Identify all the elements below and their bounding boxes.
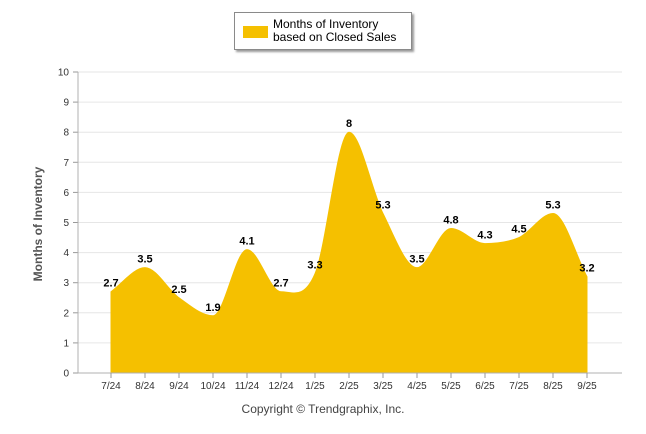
x-tick-label: 11/24 [235,381,260,392]
y-tick-label: 3 [63,278,69,289]
data-label: 3.5 [409,254,424,266]
data-label: 5.3 [545,199,560,211]
data-label: 5.3 [375,199,390,211]
data-labels: 2.7 3.5 2.5 1.9 4.1 2.7 3.3 8 5.3 3.5 4.8 4.3 4.5 5.3… [103,118,594,314]
x-tick-label: 10/24 [200,381,225,392]
copyright-credit: Copyright © Trendgraphix, Inc. [241,402,405,416]
data-label: 4.5 [511,224,526,236]
x-axis: 7/24 8/24 9/24 10/24 11/24 12/24 1/25 2/25 3/25 4… [78,372,622,392]
data-label: 3.3 [307,260,322,272]
x-tick-label: 9/25 [577,381,597,392]
y-axis-title: Months of Inventory [31,166,45,281]
area-series [110,131,588,374]
y-tick-label: 5 [63,218,69,229]
data-label: 1.9 [205,302,220,314]
data-label: 2.5 [171,284,186,296]
legend: Months of Inventory based on Closed Sale… [234,12,412,50]
y-tick-label: 7 [63,158,69,169]
x-tick-label: 2/25 [339,381,359,392]
x-tick-label: 8/25 [543,381,563,392]
y-tick-label: 10 [58,68,70,79]
y-tick-label: 8 [63,128,69,139]
y-axis: 0 1 2 3 4 5 6 7 8 9 10 [58,68,79,380]
data-label: 4.1 [239,236,254,248]
y-tick-label: 6 [63,188,69,199]
x-tick-label: 7/25 [509,381,529,392]
y-tick-label: 0 [63,369,69,380]
y-tick-label: 4 [63,248,69,259]
legend-swatch [243,26,268,38]
x-tick-label: 6/25 [475,381,495,392]
x-tick-label: 12/24 [268,381,293,392]
data-label: 3.2 [579,263,594,275]
data-label: 3.5 [137,254,152,266]
data-label: 2.7 [273,278,288,290]
x-tick-label: 8/24 [135,381,155,392]
x-tick-label: 1/25 [305,381,325,392]
x-tick-label: 3/25 [373,381,393,392]
x-tick-label: 7/24 [101,381,121,392]
area-fill [110,131,588,374]
data-label: 2.7 [103,278,118,290]
data-label: 4.8 [443,215,458,227]
legend-label: Months of Inventory based on Closed Sale… [273,17,397,44]
y-tick-label: 9 [63,98,69,109]
x-tick-label: 4/25 [407,381,427,392]
y-tick-label: 2 [63,308,69,319]
x-tick-label: 9/24 [169,381,189,392]
data-label: 8 [346,118,352,130]
x-tick-label: 5/25 [441,381,461,392]
y-tick-label: 1 [63,338,69,349]
data-label: 4.3 [477,230,492,242]
